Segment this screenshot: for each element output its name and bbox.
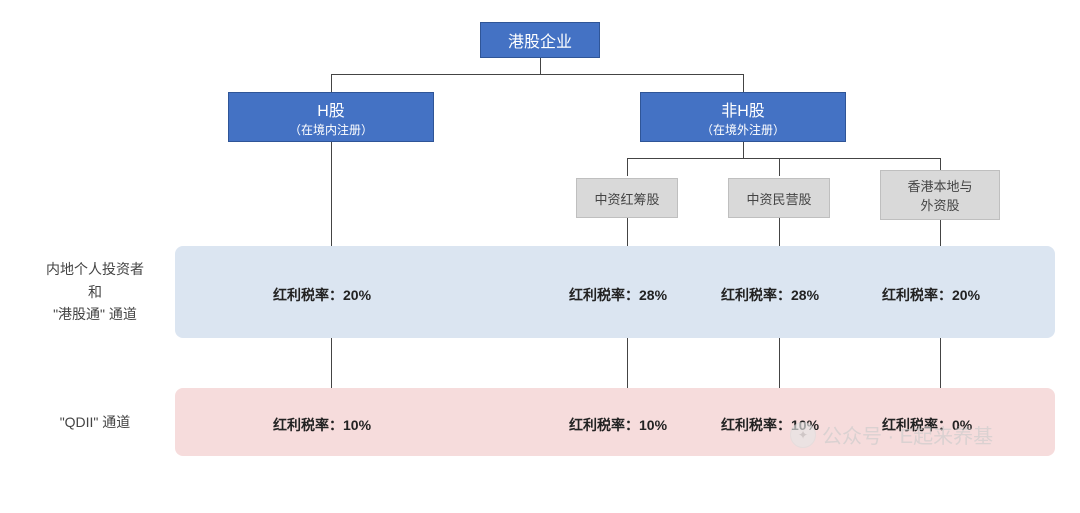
- conn-to-nonh: [743, 74, 744, 92]
- col-line-h-mid: [331, 338, 332, 388]
- conn-nonh-down: [743, 142, 744, 158]
- rate-qdii-h: 红利税率：10%: [273, 415, 371, 435]
- node-private-cn: 中资民营股: [728, 178, 830, 218]
- conn-root-down: [540, 58, 541, 74]
- col-line-zzmy-top: [779, 218, 780, 246]
- node-non-h-shares: 非H股（在境外注册）: [640, 92, 846, 142]
- col-line-hkwz-mid: [940, 338, 941, 388]
- col-line-zzhc-mid: [627, 338, 628, 388]
- conn-root-h-split: [331, 74, 743, 75]
- conn-nonh-split: [627, 158, 940, 159]
- row-label-ggt: 内地个人投资者和"港股通" 通道: [20, 246, 170, 338]
- watermark: ✦ 公众号 · E起来养基: [790, 420, 993, 449]
- conn-to-hkwz: [940, 158, 941, 170]
- rate-ggt-h: 红利税率：20%: [273, 285, 371, 305]
- col-line-hkwz-top: [940, 220, 941, 246]
- wechat-icon: ✦: [790, 422, 816, 448]
- row-label-qdii: "QDII" 通道: [20, 388, 170, 456]
- rate-ggt-zzhc: 红利税率：28%: [569, 285, 667, 305]
- node-root: 港股企业: [480, 22, 600, 58]
- conn-to-zzhc: [627, 158, 628, 176]
- rate-qdii-zzhc: 红利税率：10%: [569, 415, 667, 435]
- node-h-shares: H股（在境内注册）: [228, 92, 434, 142]
- col-line-zzmy-mid: [779, 338, 780, 388]
- node-hk-foreign: 香港本地与外资股: [880, 170, 1000, 220]
- rate-ggt-hkwz: 红利税率：20%: [882, 285, 980, 305]
- col-line-h-top: [331, 142, 332, 246]
- rate-ggt-zzmy: 红利税率：28%: [721, 285, 819, 305]
- conn-to-zzmy: [779, 158, 780, 176]
- conn-to-h: [331, 74, 332, 92]
- col-line-zzhc-top: [627, 218, 628, 246]
- watermark-text: 公众号 · E起来养基: [822, 420, 993, 449]
- node-red-chip: 中资红筹股: [576, 178, 678, 218]
